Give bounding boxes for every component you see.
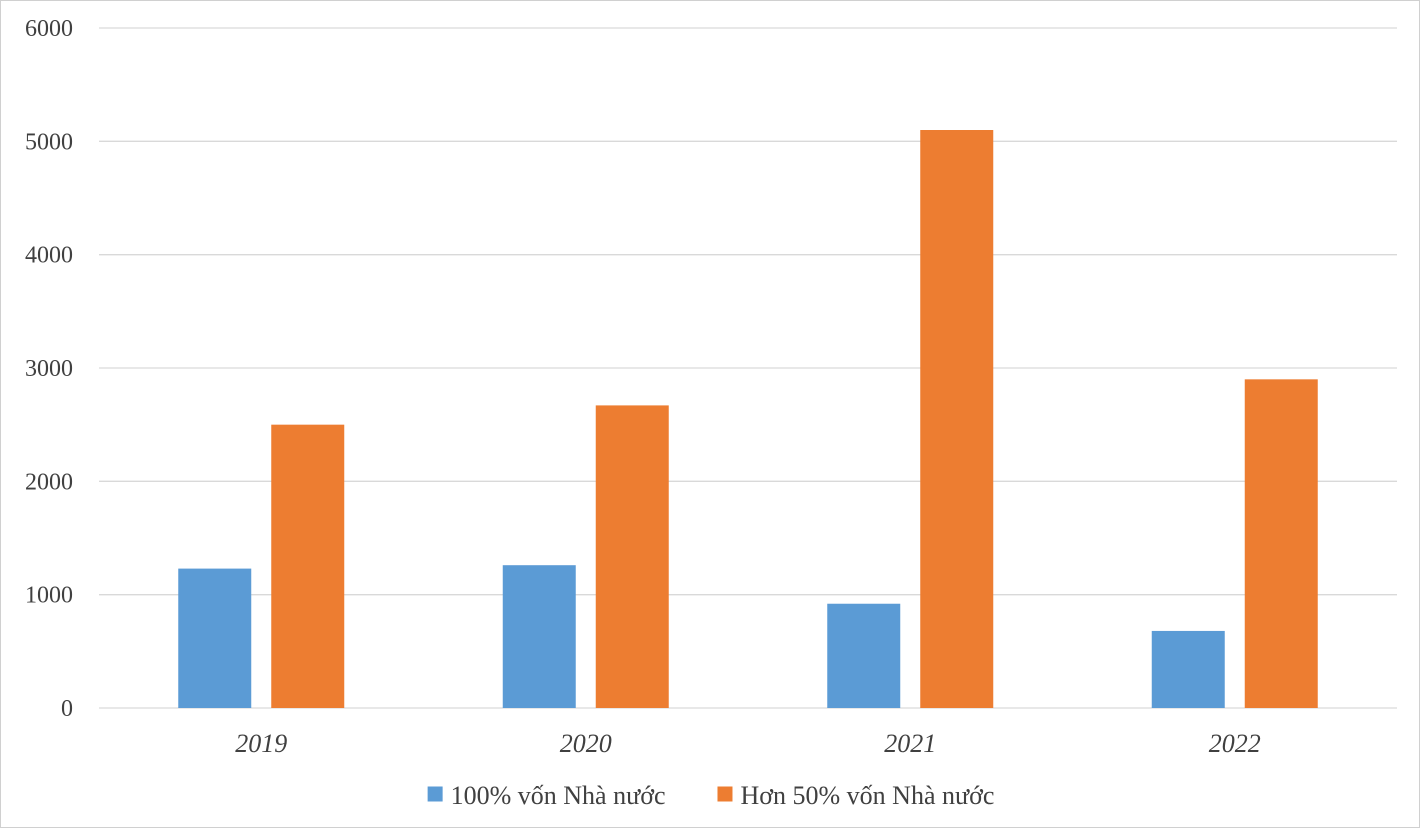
bar-series-over-50pct-2021 [920,130,994,708]
y-axis-tick-labels: 0 1000 2000 3000 4000 5000 6000 [25,16,73,722]
bar-series-over-50pct-2019 [271,424,345,708]
bar-series-100pct-2022 [1151,630,1225,708]
x-category-label: 2019 [235,729,287,758]
legend-swatch [717,786,733,802]
y-tick-label: 2000 [25,469,73,495]
bar-series-100pct-2019 [178,568,252,708]
bar-series-over-50pct-2020 [595,405,669,708]
x-axis-category-labels: 2019 2020 2021 2022 [235,729,1261,758]
y-tick-label: 0 [61,696,73,722]
legend-label: 100% vốn Nhà nước [451,781,666,810]
x-category-label: 2020 [560,729,612,758]
y-tick-label: 3000 [25,356,73,382]
y-tick-label: 1000 [25,583,73,609]
bars [178,130,1318,708]
legend-swatch [427,786,443,802]
legend-label: Hơn 50% vốn Nhà nước [740,781,994,810]
y-tick-label: 6000 [25,16,73,42]
y-tick-label: 5000 [25,129,73,155]
x-category-label: 2022 [1209,729,1261,758]
legend-item: Hơn 50% vốn Nhà nước [717,781,994,810]
bar-series-100pct-2021 [827,603,901,708]
x-category-label: 2021 [884,729,936,758]
bar-series-over-50pct-2022 [1244,379,1318,708]
legend: 100% vốn Nhà nước Hơn 50% vốn Nhà nước [427,781,994,810]
y-tick-label: 4000 [25,243,73,269]
legend-item: 100% vốn Nhà nước [427,781,666,810]
bar-series-100pct-2020 [502,565,576,708]
